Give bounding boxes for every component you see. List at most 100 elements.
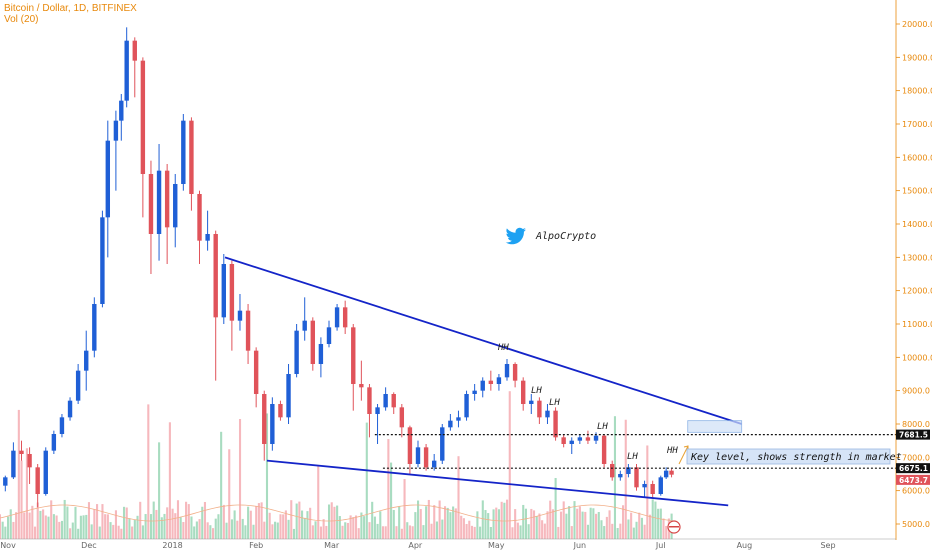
volume-bar — [605, 516, 608, 539]
volume-bar — [36, 502, 39, 539]
volume-bar — [128, 518, 131, 539]
volume-bar — [481, 500, 484, 539]
volume-bar — [603, 526, 606, 539]
time-tick-label: 2018 — [162, 541, 182, 550]
volume-bar — [306, 511, 309, 539]
volume-bar — [646, 445, 649, 539]
volume-bar — [4, 526, 7, 539]
volume-bar — [325, 525, 328, 539]
candle-body — [105, 140, 111, 218]
candle-body — [334, 307, 340, 328]
time-tick-label: Apr — [408, 541, 423, 550]
candle-body — [181, 120, 186, 184]
volume-bar — [206, 522, 209, 539]
volume-bar — [630, 512, 633, 539]
candle-body — [156, 170, 162, 234]
candle-body — [634, 467, 639, 488]
candle-body — [448, 420, 453, 428]
volume-bar — [144, 514, 147, 539]
volume-bar — [198, 519, 201, 539]
volume-bar — [403, 479, 406, 539]
volume-bar — [327, 504, 331, 539]
volume-bar — [44, 515, 47, 539]
candle-body — [480, 380, 485, 391]
volume-bar — [155, 509, 158, 539]
volume-bar — [42, 509, 45, 539]
volume-bar — [363, 516, 366, 539]
volume-bar — [203, 501, 207, 539]
candle-body — [19, 450, 24, 454]
price-tick-label: 14000.0 — [902, 220, 932, 229]
volume-bars — [0, 391, 673, 539]
volume-bar — [7, 516, 10, 539]
price-tick-label: 12000.0 — [902, 287, 932, 296]
volume-bar — [349, 515, 352, 539]
volume-bar — [279, 514, 282, 539]
candle-body — [164, 170, 170, 228]
volume-bar — [570, 526, 573, 539]
candle-body — [245, 310, 251, 351]
volume-bar — [465, 524, 468, 539]
volume-bar — [551, 509, 554, 539]
candle-body — [359, 384, 364, 388]
volume-bar — [252, 524, 255, 539]
volume-bar — [584, 511, 587, 539]
volume-bar — [247, 506, 250, 539]
candle-body — [545, 410, 550, 418]
volume-bar — [500, 501, 503, 539]
svg-text:7681.5: 7681.5 — [899, 431, 928, 440]
candle-body — [383, 394, 388, 408]
volume-bar — [546, 511, 549, 539]
candle-body — [585, 437, 591, 441]
key-level-callout-text: Key level, shows strength in market — [690, 452, 902, 463]
volume-bar — [433, 505, 436, 539]
volume-bar — [390, 462, 393, 539]
price-tick-label: 6000.0 — [902, 487, 930, 496]
candle-body — [375, 407, 380, 414]
volume-bar — [39, 510, 42, 539]
candle-body — [67, 400, 73, 418]
price-tick-label: 9000.0 — [902, 387, 930, 396]
volume-bar — [495, 507, 498, 539]
volume-bar — [241, 518, 244, 539]
volume-bar — [309, 507, 312, 539]
candle-body — [262, 394, 267, 444]
candle-body — [59, 417, 65, 434]
volume-bar — [398, 506, 401, 539]
candle-body — [100, 217, 105, 304]
volume-bar — [479, 526, 482, 539]
candle-body — [569, 440, 574, 444]
time-tick-label: May — [488, 541, 505, 550]
volume-bar — [452, 506, 455, 539]
volume-bar — [20, 460, 23, 539]
brand-handle: AlpoCrypto — [535, 231, 596, 242]
volume-bar — [462, 518, 465, 539]
volume-bar — [290, 500, 293, 539]
volume-bar — [357, 528, 360, 539]
volume-bar — [101, 504, 104, 539]
volume-bar — [268, 512, 271, 539]
candle-body — [294, 330, 299, 374]
volume-bar — [473, 526, 476, 539]
annotation-lh-4: LH — [627, 452, 638, 462]
volume-bar — [638, 512, 641, 539]
candle-body — [537, 400, 542, 418]
volume-bar — [276, 522, 279, 539]
volume-bar — [586, 524, 590, 539]
volume-bar — [301, 510, 304, 539]
volume-bar — [611, 523, 614, 539]
price-tick-label: 20000.0 — [902, 20, 932, 29]
volume-bar — [648, 514, 652, 539]
volume-bar — [220, 431, 223, 539]
volume-bar — [274, 521, 277, 539]
volume-bar — [549, 500, 552, 539]
volume-bar — [624, 419, 627, 539]
volume-bar — [249, 510, 252, 539]
volume-bar — [643, 524, 646, 539]
price-tick-label: 18000.0 — [902, 87, 932, 96]
volume-bar — [284, 510, 287, 539]
time-tick-label: Aug — [737, 541, 753, 550]
price-tick-label: 16000.0 — [902, 153, 932, 162]
volume-bar — [0, 514, 2, 539]
